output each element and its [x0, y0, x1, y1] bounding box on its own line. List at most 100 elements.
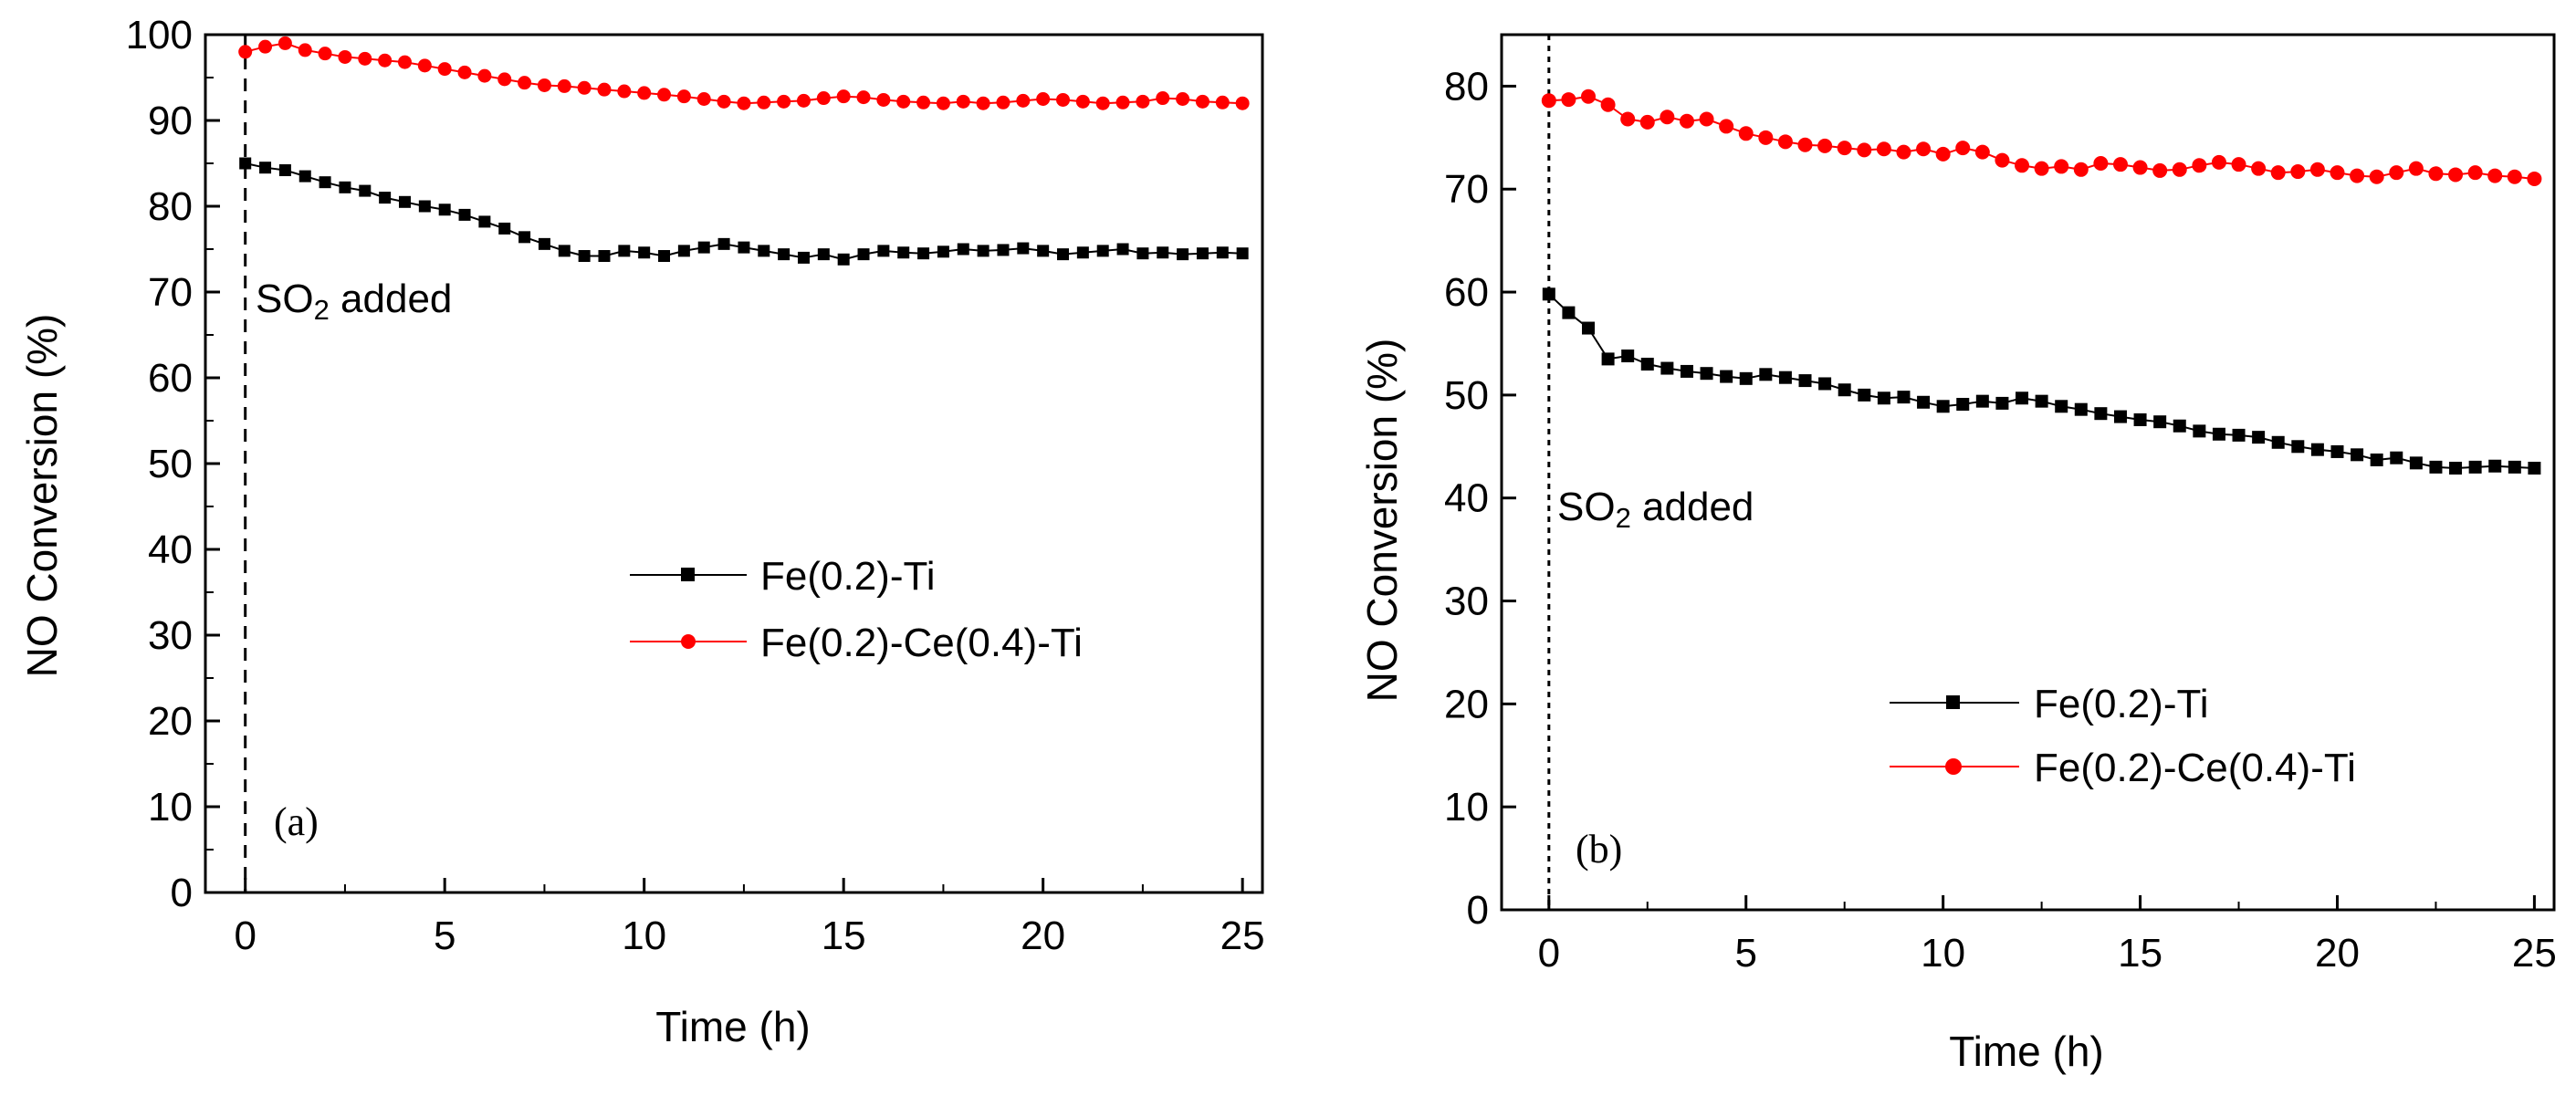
x-tick-label-b-1: 5 — [1734, 931, 1756, 976]
point-a-s0-0 — [239, 157, 252, 170]
point-b-s1-7 — [1679, 113, 1694, 129]
point-b-s0-31 — [2153, 415, 2167, 429]
point-a-s1-29 — [816, 91, 831, 106]
point-a-s1-16 — [557, 78, 571, 93]
point-b-s1-32 — [2172, 162, 2187, 177]
point-a-s1-0 — [238, 45, 253, 59]
point-b-s0-21 — [1956, 398, 1970, 412]
point-a-s0-37 — [977, 245, 990, 257]
chart-panel-b: 0 10 20 30 40 50 60 70 80 0 5 10 15 20 25 NO Conversio… — [1358, 33, 2557, 1075]
point-a-s1-37 — [976, 96, 990, 110]
point-a-s0-50 — [1236, 247, 1249, 260]
point-a-s0-15 — [538, 237, 550, 250]
point-a-s1-5 — [338, 49, 352, 64]
legend-label-a-s1: Fe(0.2)-Ce(0.4)-Ti — [760, 621, 1083, 665]
point-b-s0-8 — [1700, 367, 1713, 381]
legend-marker-b-s0 — [1946, 695, 1960, 709]
point-b-s1-31 — [2152, 162, 2168, 178]
x-tick-label-b-5: 25 — [2512, 931, 2557, 976]
point-b-s1-25 — [2034, 161, 2049, 176]
point-b-s0-0 — [1542, 287, 1555, 301]
y-tick-label-a-4: 40 — [148, 527, 193, 572]
point-a-s1-45 — [1136, 94, 1150, 109]
point-a-s1-2 — [277, 36, 292, 50]
point-a-s0-11 — [458, 208, 471, 221]
point-a-s0-47 — [1177, 248, 1189, 261]
point-a-s1-11 — [457, 65, 472, 79]
point-a-s1-30 — [836, 89, 851, 104]
point-b-s0-42 — [2370, 453, 2383, 466]
point-b-s0-40 — [2330, 444, 2344, 458]
point-b-s1-23 — [1995, 152, 2010, 168]
point-b-s1-43 — [2389, 165, 2404, 181]
point-b-s1-49 — [2507, 169, 2522, 184]
point-a-s1-39 — [1016, 93, 1031, 108]
point-b-s0-43 — [2390, 451, 2403, 464]
y-tick-label-a-2: 20 — [148, 699, 193, 744]
y-tick-label-a-10: 100 — [126, 13, 193, 57]
legend-a: Fe(0.2)-Ti Fe(0.2)-Ce(0.4)-Ti — [630, 554, 1083, 665]
point-a-s0-29 — [817, 248, 830, 261]
point-b-s1-11 — [1758, 130, 1774, 145]
point-a-s1-43 — [1095, 96, 1110, 110]
point-b-s1-33 — [2192, 158, 2207, 173]
point-b-s1-37 — [2270, 165, 2286, 181]
so2-annotation-main-a: SO — [256, 277, 314, 321]
point-a-s1-36 — [956, 94, 970, 109]
point-b-s0-41 — [2351, 448, 2364, 462]
point-a-s1-46 — [1156, 91, 1170, 106]
point-a-s1-19 — [617, 84, 632, 99]
point-b-s0-16 — [1858, 388, 1871, 402]
legend-label-a-s0: Fe(0.2)-Ti — [760, 554, 936, 599]
point-a-s1-24 — [717, 94, 731, 109]
point-a-s1-12 — [477, 68, 492, 83]
y-tick-label-a-8: 80 — [148, 184, 193, 229]
point-b-s1-50 — [2527, 171, 2542, 186]
point-a-s1-7 — [378, 53, 393, 68]
x-axis-title-a: Time (h) — [655, 1003, 811, 1050]
point-b-s0-39 — [2310, 443, 2324, 456]
point-b-s1-24 — [2015, 158, 2030, 173]
point-a-s1-27 — [777, 94, 791, 109]
point-b-s1-9 — [1719, 119, 1734, 134]
point-b-s0-36 — [2252, 431, 2266, 444]
point-b-s1-26 — [2054, 159, 2069, 174]
x-tick-label-b-0: 0 — [1538, 931, 1560, 976]
x-tick-label-b-3: 15 — [2118, 931, 2162, 976]
point-a-s0-23 — [697, 241, 710, 254]
plot-frame-b — [1500, 33, 2556, 912]
point-b-s1-0 — [1541, 93, 1556, 109]
panel-label-a: (a) — [274, 799, 319, 844]
point-a-s0-22 — [677, 245, 690, 257]
chart-panel-a: 0 10 20 30 40 50 60 70 80 90 100 0 5 10 15 20 25 NO Conv… — [18, 13, 1265, 1050]
y-tick-label-b-3: 30 — [1444, 579, 1489, 624]
y-axis-title-b: NO Conversion (%) — [1358, 339, 1406, 703]
point-b-s0-5 — [1640, 358, 1654, 371]
point-b-s1-48 — [2487, 168, 2503, 183]
point-b-s0-29 — [2113, 410, 2127, 423]
point-b-s0-15 — [1838, 383, 1851, 397]
y-tick-label-a-3: 30 — [148, 613, 193, 658]
y-tick-label-a-7: 70 — [148, 270, 193, 315]
point-b-s0-26 — [2055, 400, 2068, 413]
point-a-s0-38 — [997, 244, 1010, 256]
point-a-s1-3 — [298, 43, 312, 57]
panel-label-b: (b) — [1576, 827, 1622, 872]
point-b-s1-16 — [1857, 142, 1872, 158]
point-b-s1-18 — [1896, 144, 1911, 160]
point-a-s0-41 — [1057, 248, 1070, 261]
point-b-s1-36 — [2251, 161, 2267, 176]
point-b-s1-27 — [2073, 162, 2089, 177]
point-b-s0-45 — [2429, 460, 2443, 474]
so2-annotation-main-b: SO — [1557, 485, 1616, 529]
point-a-s1-18 — [597, 82, 612, 97]
point-a-s1-23 — [696, 92, 711, 106]
point-a-s0-18 — [598, 250, 611, 263]
point-a-s0-33 — [897, 246, 910, 259]
x-tick-label-a-1: 5 — [434, 913, 456, 958]
point-a-s0-42 — [1076, 246, 1089, 259]
point-a-s1-35 — [936, 96, 950, 110]
y-tick-label-b-4: 40 — [1444, 476, 1489, 521]
point-a-s1-14 — [518, 76, 532, 90]
point-a-s0-25 — [738, 241, 750, 254]
